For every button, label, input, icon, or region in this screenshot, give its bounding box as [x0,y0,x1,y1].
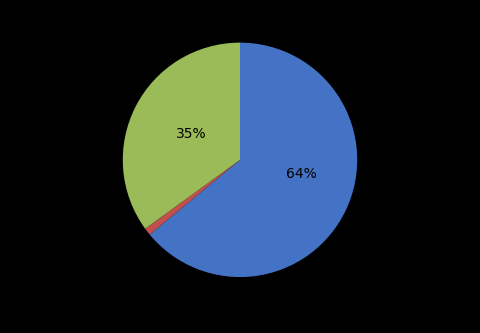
Wedge shape [123,43,240,229]
Wedge shape [150,43,357,277]
Wedge shape [145,160,240,234]
Text: 64%: 64% [286,167,316,181]
Text: 35%: 35% [176,127,206,141]
